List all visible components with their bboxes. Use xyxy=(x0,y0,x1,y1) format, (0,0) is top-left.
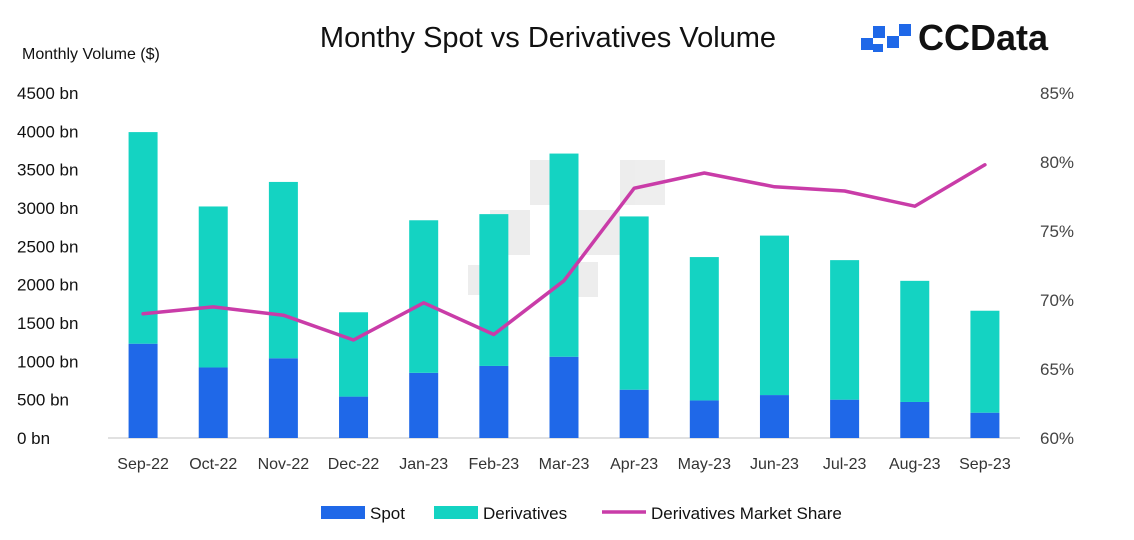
y2-tick-label: 70% xyxy=(1040,291,1074,310)
x-tick-label: Jul-23 xyxy=(823,456,867,473)
x-tick-label: Sep-22 xyxy=(117,456,169,473)
legend: Spot Derivatives Derivatives Market Shar… xyxy=(321,504,842,523)
bar-spot xyxy=(479,365,509,438)
market-share-line xyxy=(141,163,987,342)
bar-derivatives xyxy=(339,312,369,397)
legend-label-market-share: Derivatives Market Share xyxy=(651,504,842,523)
y-tick-label: 4500 bn xyxy=(17,84,78,103)
x-tick-label: Sep-23 xyxy=(959,456,1011,473)
bar-derivatives xyxy=(689,257,719,401)
bar-derivatives xyxy=(549,153,579,357)
bar-spot xyxy=(689,400,719,438)
y2-tick-label: 60% xyxy=(1040,429,1074,448)
legend-label-derivatives: Derivatives xyxy=(483,504,567,523)
x-tick-label: Jun-23 xyxy=(750,456,799,473)
bar-spot xyxy=(409,372,439,438)
legend-item-spot: Spot xyxy=(321,504,405,523)
y-tick-label: 1000 bn xyxy=(17,352,78,371)
x-tick-label: May-23 xyxy=(678,456,731,473)
x-axis: Sep-22 Oct-22 Nov-22 Dec-22 Jan-23 Feb-23 Mar-… xyxy=(117,456,1011,473)
bar-spot xyxy=(900,401,930,438)
y-tick-label: 1500 bn xyxy=(17,314,78,333)
bar-derivatives xyxy=(479,214,509,366)
left-axis: 0 bn 500 bn 1000 bn 1500 bn 2000 bn 2500 bn 30… xyxy=(17,84,78,448)
bar-derivatives xyxy=(970,310,1000,413)
brand-logo: CCData xyxy=(861,17,1049,58)
bar-spot xyxy=(970,412,1000,438)
x-tick-label: Oct-22 xyxy=(189,456,237,473)
bar-derivatives xyxy=(128,132,158,344)
right-axis: 60% 65% 70% 75% 80% 85% xyxy=(1040,84,1074,448)
x-tick-label: Mar-23 xyxy=(539,456,590,473)
bar-derivatives xyxy=(830,260,860,400)
y-tick-label: 3000 bn xyxy=(17,199,78,218)
y2-tick-label: 85% xyxy=(1040,84,1074,103)
bar-derivatives xyxy=(759,235,789,396)
y-tick-label: 2000 bn xyxy=(17,276,78,295)
x-tick-label: Dec-22 xyxy=(328,456,380,473)
x-tick-label: Nov-22 xyxy=(258,456,310,473)
line-derivatives-market-share xyxy=(141,163,987,342)
bar-derivatives xyxy=(268,181,298,359)
bar-derivatives xyxy=(409,220,439,373)
legend-item-derivatives: Derivatives xyxy=(434,504,567,523)
x-tick-label: Aug-23 xyxy=(889,456,941,473)
bar-spot xyxy=(268,358,298,438)
x-tick-label: Jan-23 xyxy=(399,456,448,473)
bar-spot xyxy=(759,395,789,438)
y2-tick-label: 75% xyxy=(1040,222,1074,241)
bars xyxy=(128,132,1000,438)
bar-derivatives xyxy=(900,280,930,402)
brand-name: CCData xyxy=(918,17,1049,58)
y-tick-label: 0 bn xyxy=(17,429,50,448)
x-tick-label: Feb-23 xyxy=(468,456,519,473)
y2-tick-label: 65% xyxy=(1040,360,1074,379)
y-tick-label: 4000 bn xyxy=(17,122,78,141)
bar-spot xyxy=(549,356,579,438)
bar-spot xyxy=(128,343,158,438)
bar-derivatives xyxy=(619,216,649,390)
bar-derivatives xyxy=(198,206,228,368)
y-tick-label: 2500 bn xyxy=(17,237,78,256)
bar-spot xyxy=(830,399,860,438)
y-axis-label: Monthly Volume ($) xyxy=(22,46,160,63)
bar-spot xyxy=(198,367,228,438)
y-tick-label: 500 bn xyxy=(17,391,69,410)
bar-spot xyxy=(619,389,649,438)
bar-spot xyxy=(339,396,369,438)
legend-swatch-spot xyxy=(321,506,365,519)
chart-title: Monthy Spot vs Derivatives Volume xyxy=(320,22,776,54)
y2-tick-label: 80% xyxy=(1040,153,1074,172)
y-tick-label: 3500 bn xyxy=(17,161,78,180)
legend-swatch-derivatives xyxy=(434,506,478,519)
legend-label-spot: Spot xyxy=(370,504,405,523)
brand-logo-icon xyxy=(861,24,911,52)
x-tick-label: Apr-23 xyxy=(610,456,658,473)
legend-item-market-share: Derivatives Market Share xyxy=(602,504,842,523)
